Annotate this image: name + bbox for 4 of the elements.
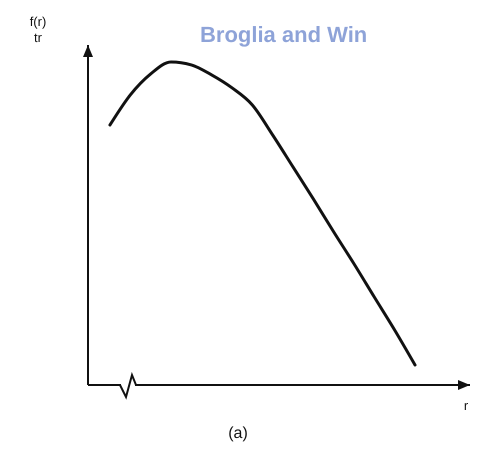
x-axis-title: r — [464, 398, 469, 413]
y-axis-title: f(r) tr — [30, 14, 46, 45]
text: (a) — [228, 425, 248, 442]
text: Broglia and Win — [200, 22, 368, 47]
